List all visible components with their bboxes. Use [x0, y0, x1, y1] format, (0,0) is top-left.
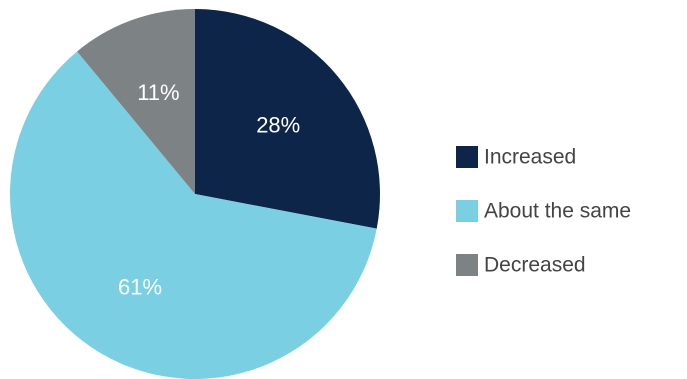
legend-label-about-the-same: About the same: [484, 200, 631, 223]
legend-swatch-about-the-same: [456, 200, 478, 222]
legend-label-decreased: Decreased: [484, 254, 586, 277]
slice-label-about-the-same: 61%: [118, 274, 162, 299]
pie-slices: [10, 9, 380, 379]
legend-item-about-the-same: About the same: [456, 200, 631, 223]
legend-item-decreased: Decreased: [456, 254, 586, 277]
pie-slice-decreased: [77, 9, 195, 194]
pie-slice-labels: 28% 61% 11%: [118, 80, 300, 300]
pie-slice-about-the-same: [10, 51, 377, 379]
pie-slice-increased: [195, 9, 380, 229]
slice-label-decreased: 11%: [137, 80, 179, 105]
legend-item-increased: Increased: [456, 146, 576, 169]
slice-label-increased: 28%: [256, 113, 300, 138]
legend-label-increased: Increased: [484, 146, 576, 169]
legend-swatch-decreased: [456, 254, 478, 276]
chart-legend: Increased About the same Decreased: [456, 146, 631, 277]
legend-swatch-increased: [456, 146, 478, 168]
